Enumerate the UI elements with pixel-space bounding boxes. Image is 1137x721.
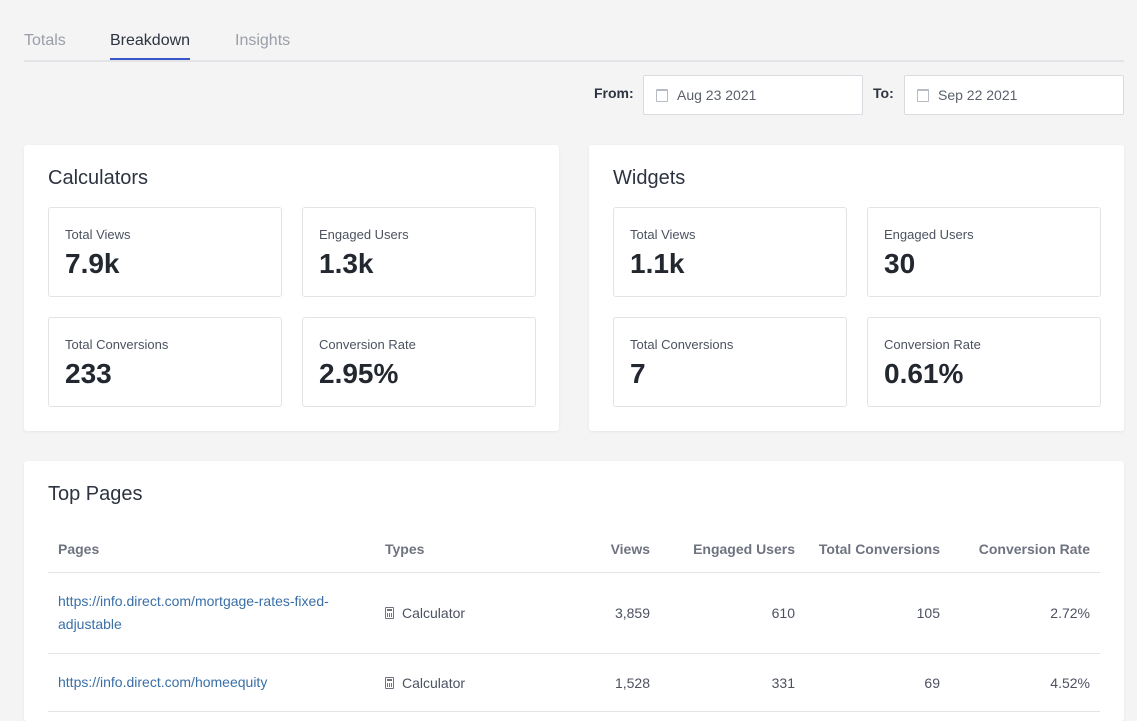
stat-card-total-conversions: Total Conversions 233: [48, 317, 282, 407]
stat-value: 1.1k: [630, 248, 685, 279]
calculator-icon: [385, 676, 394, 689]
conversion-rate-cell: 4.52%: [950, 653, 1100, 712]
stat-card-total-views: Total Views 7.9k: [48, 207, 282, 297]
stat-label: Total Views: [65, 227, 131, 242]
calendar-icon: [917, 88, 929, 102]
stat-label: Conversion Rate: [319, 337, 416, 352]
stat-value: 7: [630, 358, 646, 389]
type-label: Calculator: [402, 674, 466, 691]
stat-value: 233: [65, 358, 112, 389]
calculators-title: Calculators: [48, 167, 149, 189]
table-header-row: Pages Types Views Engaged Users Total Co…: [48, 526, 1100, 573]
column-header-types[interactable]: Types: [375, 526, 550, 573]
calendar-icon: [656, 88, 668, 102]
stat-card-total-conversions: Total Conversions 7: [613, 317, 847, 407]
type-cell: Calculator: [375, 572, 550, 654]
engaged-users-cell: 331: [660, 653, 805, 712]
from-label: From:: [594, 85, 634, 101]
page-link[interactable]: https://info.direct.com/homeequity: [58, 674, 268, 690]
column-header-views[interactable]: Views: [550, 526, 660, 573]
stat-label: Conversion Rate: [884, 337, 981, 352]
type-cell: Calculator: [375, 653, 550, 712]
to-date-value: Sep 22 2021: [938, 87, 1018, 103]
column-header-conversion-rate[interactable]: Conversion Rate: [950, 526, 1100, 573]
stat-value: 1.3k: [319, 248, 374, 279]
stat-card-engaged-users: Engaged Users 30: [867, 207, 1101, 297]
stat-label: Total Views: [630, 227, 696, 242]
column-header-engaged-users[interactable]: Engaged Users: [660, 526, 805, 573]
table-row: https://info.direct.com/mortgage-rates-f…: [48, 572, 1100, 654]
column-header-total-conversions[interactable]: Total Conversions: [805, 526, 950, 573]
total-conversions-cell: 105: [805, 572, 950, 654]
from-date-input[interactable]: Aug 23 2021: [643, 75, 863, 115]
to-label: To:: [873, 85, 894, 101]
top-pages-panel: Top Pages Pages Types Views Engaged User…: [24, 461, 1124, 721]
stat-card-conversion-rate: Conversion Rate 2.95%: [302, 317, 536, 407]
stat-value: 30: [884, 248, 916, 279]
stat-card-engaged-users: Engaged Users 1.3k: [302, 207, 536, 297]
stat-value: 7.9k: [65, 248, 120, 279]
tab-breakdown[interactable]: Breakdown: [110, 32, 191, 60]
engaged-users-cell: 610: [660, 572, 805, 654]
calculators-panel: Calculators Total Views 7.9k Engaged Use…: [24, 145, 559, 431]
top-pages-table: Pages Types Views Engaged Users Total Co…: [48, 526, 1100, 712]
stat-label: Total Conversions: [65, 337, 169, 352]
tab-bar: Totals Breakdown Insights: [24, 30, 1124, 62]
date-range-filter: From: Aug 23 2021 To: Sep 22 2021: [594, 75, 1124, 115]
stat-value: 0.61%: [884, 358, 964, 389]
tab-totals[interactable]: Totals: [24, 32, 66, 49]
stat-label: Engaged Users: [319, 227, 409, 242]
calculator-icon: [385, 607, 394, 619]
stat-value: 2.95%: [319, 358, 399, 389]
page-cell: https://info.direct.com/homeequity: [48, 653, 375, 712]
widgets-title: Widgets: [613, 167, 686, 189]
top-pages-title: Top Pages: [48, 483, 143, 505]
stat-card-total-views: Total Views 1.1k: [613, 207, 847, 297]
conversion-rate-cell: 2.72%: [950, 572, 1100, 654]
column-header-pages[interactable]: Pages: [48, 526, 375, 573]
page-cell: https://info.direct.com/mortgage-rates-f…: [48, 572, 375, 654]
to-date-input[interactable]: Sep 22 2021: [904, 75, 1124, 115]
views-cell: 3,859: [550, 572, 660, 654]
type-label: Calculator: [402, 605, 466, 621]
page-link[interactable]: https://info.direct.com/mortgage-rates-f…: [58, 593, 329, 632]
widgets-panel: Widgets Total Views 1.1k Engaged Users 3…: [589, 145, 1124, 431]
stat-label: Engaged Users: [884, 227, 974, 242]
total-conversions-cell: 69: [805, 653, 950, 712]
stat-label: Total Conversions: [630, 337, 734, 352]
table-row: https://info.direct.com/homeequity Calcu…: [48, 653, 1100, 712]
tab-insights[interactable]: Insights: [235, 32, 291, 49]
views-cell: 1,528: [550, 653, 660, 712]
from-date-value: Aug 23 2021: [677, 87, 757, 103]
stat-card-conversion-rate: Conversion Rate 0.61%: [867, 317, 1101, 407]
